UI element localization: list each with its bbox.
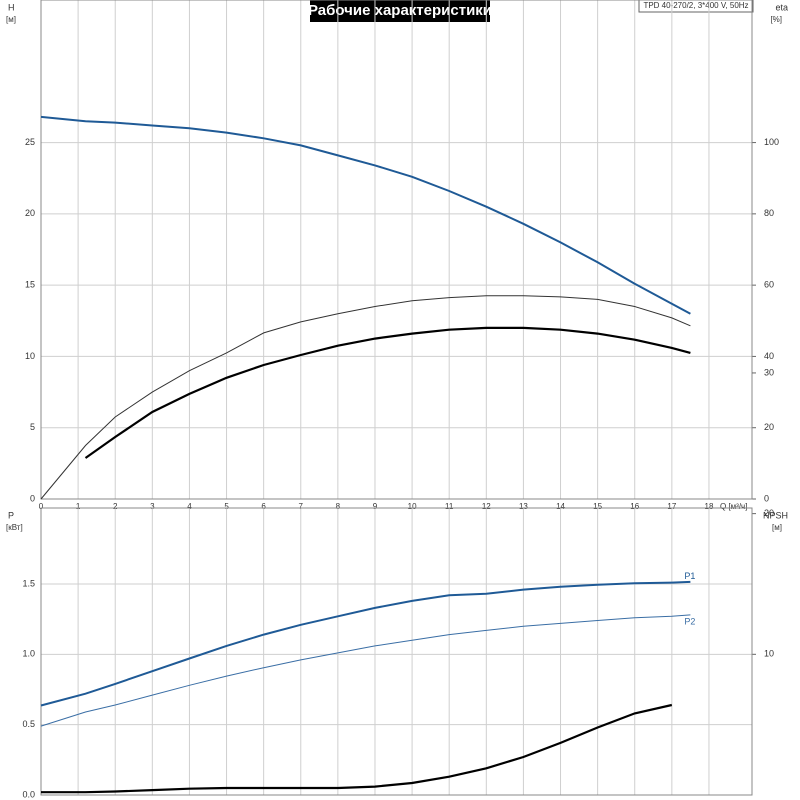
plot-frame	[40, 507, 753, 796]
y2-tick-label: 20	[764, 508, 774, 518]
y2-tick-label: 60	[764, 280, 774, 290]
curve	[40, 295, 691, 500]
y-tick-label: 15	[25, 280, 35, 290]
curve	[41, 703, 673, 794]
y-tick-label: 0.0	[22, 789, 35, 799]
subtitle: TPD 40-270/2, 3*400 V, 50Hz	[643, 1, 748, 10]
curve	[84, 326, 691, 459]
x-tick-label: 12	[482, 502, 491, 511]
x-tick-label: 8	[336, 502, 341, 511]
x-tick-label: 6	[261, 502, 266, 511]
y-unit: [м]	[6, 15, 16, 24]
x-tick-label: 14	[556, 502, 565, 511]
y-unit: [кВт]	[6, 523, 23, 532]
y2-tick-label: 10	[764, 649, 774, 659]
x-tick-label: 15	[593, 502, 602, 511]
y-tick-label: 5	[30, 422, 35, 432]
y2-unit: [%]	[770, 15, 782, 24]
x-tick-label: 1	[76, 502, 81, 511]
y-tick-label: 1.5	[22, 578, 35, 588]
curve	[40, 115, 691, 315]
y2-tick-label: 30	[764, 367, 774, 377]
x-tick-label: 16	[630, 502, 639, 511]
x-tick-label: 2	[113, 502, 118, 511]
x-tick-label: 18	[705, 502, 714, 511]
plot-frame	[40, 0, 753, 500]
y-label: P	[8, 510, 14, 520]
y-tick-label: 1.0	[22, 649, 35, 659]
x-tick-label: 5	[224, 502, 229, 511]
y2-tick-label: 40	[764, 351, 774, 361]
y2-tick-label: 80	[764, 208, 774, 218]
y2-label: eta	[775, 2, 788, 12]
y-tick-label: 20	[25, 208, 35, 218]
y2-label: NPSH	[763, 510, 788, 520]
y-tick-label: 10	[25, 351, 35, 361]
x-tick-label: 17	[667, 502, 676, 511]
subtitle-box	[638, 0, 754, 13]
curve	[40, 614, 691, 727]
y2-tick-label: 100	[764, 137, 779, 147]
x-tick-label: 3	[150, 502, 155, 511]
x-tick-label: 7	[299, 502, 304, 511]
y-tick-label: 0	[30, 493, 35, 503]
x-tick-label: 0	[39, 502, 44, 511]
x-tick-label: 10	[408, 502, 417, 511]
x-label: Q [м³/ч]	[720, 502, 747, 511]
chart-title: Рабочие характеристики	[308, 2, 492, 19]
y-tick-label: 0.5	[22, 719, 35, 729]
curve	[40, 580, 691, 707]
y-label: H	[8, 2, 15, 12]
x-tick-label: 9	[373, 502, 378, 511]
y2-unit: [м]	[772, 523, 782, 532]
y-tick-label: 25	[25, 137, 35, 147]
y2-tick-label: 0	[764, 493, 769, 503]
curve-label: P2	[684, 616, 695, 626]
title-box	[310, 0, 490, 22]
x-tick-label: 11	[445, 502, 454, 511]
curve-label: P1	[684, 571, 695, 581]
x-tick-label: 4	[187, 502, 192, 511]
y2-tick-label: 20	[764, 422, 774, 432]
x-tick-label: 13	[519, 502, 528, 511]
